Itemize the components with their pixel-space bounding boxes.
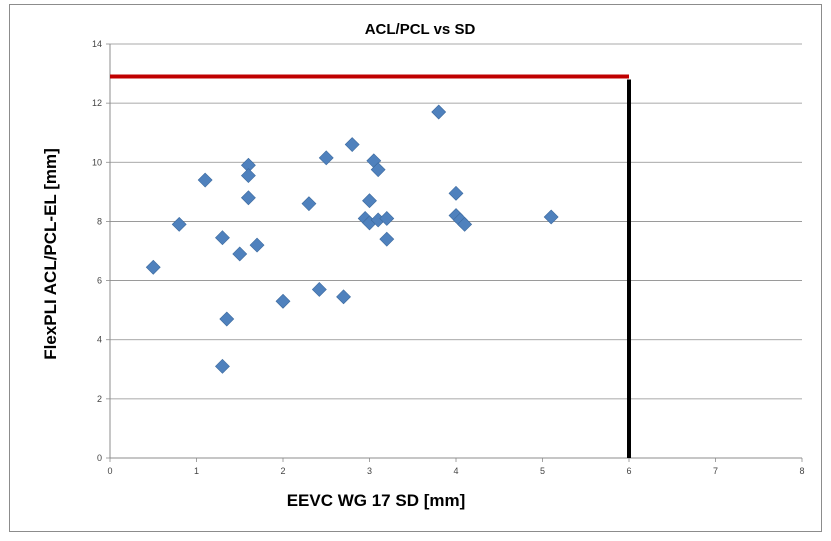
data-point: [171, 216, 187, 232]
data-point: [344, 137, 360, 152]
x-tick-label: 0: [107, 466, 112, 476]
data-point: [215, 230, 230, 246]
y-tick-label: 12: [92, 98, 102, 108]
data-point: [431, 104, 447, 120]
data-point: [275, 293, 291, 309]
y-tick-label: 0: [97, 453, 102, 463]
x-tick-label: 4: [453, 466, 458, 476]
data-point: [448, 185, 464, 201]
threshold-lines: [110, 74, 631, 458]
y-tick-label: 14: [92, 39, 102, 49]
data-point: [543, 209, 559, 225]
data-point: [240, 190, 256, 206]
data-point: [215, 358, 230, 374]
y-tick-label: 8: [97, 216, 102, 226]
data-point: [457, 216, 473, 232]
data-point: [145, 259, 161, 275]
data-point: [318, 150, 334, 166]
data-points: [145, 104, 559, 374]
y-tick-labels: 0 2 4 6 8 10 12 14: [92, 39, 102, 463]
data-point: [379, 231, 395, 247]
chart-title: ACL/PCL vs SD: [365, 21, 476, 38]
axes: [106, 43, 803, 462]
y-tick-label: 6: [97, 276, 102, 286]
y-tick-label: 10: [92, 157, 102, 167]
y-axis-label: FlexPLI ACL/PCL-EL [mm]: [41, 148, 60, 360]
x-tick-label: 6: [626, 466, 631, 476]
x-tick-label: 7: [713, 466, 718, 476]
x-axis-label: EEVC WG 17 SD [mm]: [287, 491, 466, 510]
grid-lines: [110, 43, 802, 400]
x-tick-label: 5: [540, 466, 545, 476]
x-tick-label: 8: [799, 466, 804, 476]
data-point: [311, 282, 327, 297]
data-point: [249, 237, 265, 253]
data-point: [240, 168, 256, 184]
data-point: [219, 311, 235, 327]
data-point: [336, 289, 351, 305]
data-point: [232, 246, 248, 262]
data-point: [197, 172, 213, 188]
y-tick-label: 4: [97, 335, 102, 345]
data-point: [379, 211, 395, 226]
x-tick-label: 1: [194, 466, 199, 476]
data-point: [301, 196, 317, 212]
x-tick-label: 3: [367, 466, 372, 476]
x-tick-label: 2: [280, 466, 285, 476]
y-tick-label: 2: [97, 394, 102, 404]
data-point: [362, 193, 377, 209]
x-tick-labels: 0 1 2 3 4 5 6 7 8: [107, 466, 804, 476]
data-point: [370, 162, 386, 178]
